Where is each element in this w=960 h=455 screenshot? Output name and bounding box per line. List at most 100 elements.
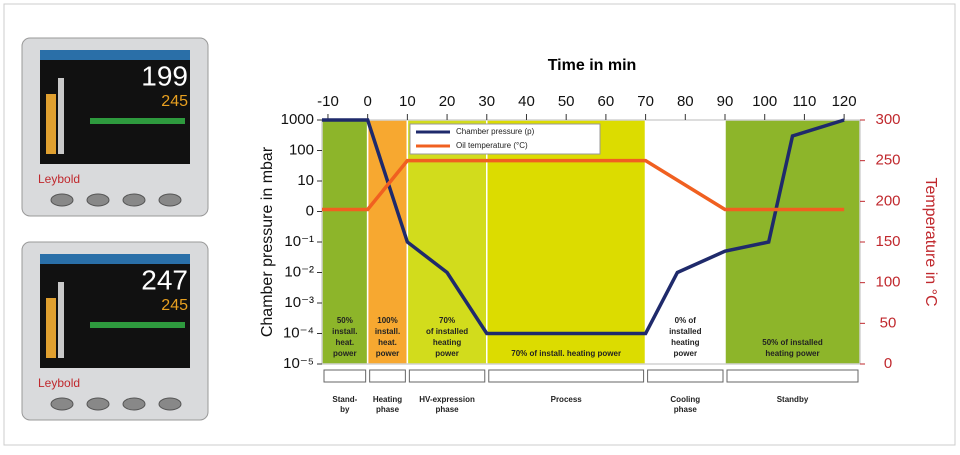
y-tick-label: 1000 xyxy=(281,111,314,128)
screen-header xyxy=(40,254,190,264)
bar-gauge xyxy=(46,298,56,358)
x-tick-label: 50 xyxy=(558,93,575,110)
brand: Leybold xyxy=(38,172,80,186)
device-button xyxy=(50,193,74,207)
x-tick-label: 90 xyxy=(717,93,734,110)
y-tick-label: 0 xyxy=(306,202,314,219)
setpoint: 245 xyxy=(161,297,188,314)
device-button xyxy=(122,397,146,411)
x-tick-label: 120 xyxy=(832,93,857,110)
x-tick-label: 100 xyxy=(752,93,777,110)
y2-tick-label: 300 xyxy=(875,111,900,128)
phase-name: phase xyxy=(436,405,460,414)
x-tick-label: 10 xyxy=(399,93,416,110)
phase-bracket xyxy=(488,369,645,383)
x-tick-label: 110 xyxy=(792,93,816,110)
device-button xyxy=(86,193,110,207)
status-line xyxy=(90,118,185,124)
phase-bracket xyxy=(323,369,367,383)
phase-name: Cooling xyxy=(670,395,700,404)
y2-tick-label: 150 xyxy=(875,233,900,250)
phase-name: Stand- xyxy=(332,395,357,404)
y2-tick-label: 250 xyxy=(875,152,900,169)
x-tick-label: 80 xyxy=(677,93,694,110)
phase-bracket xyxy=(647,369,724,383)
phase-band xyxy=(724,119,861,365)
y-tick-label: 10⁻² xyxy=(284,263,314,280)
brand: Leybold xyxy=(38,376,80,390)
y2-tick-label: 50 xyxy=(880,314,897,331)
phase-power: heating xyxy=(671,338,700,347)
bar-gauge xyxy=(58,282,64,358)
phase-name: Heating xyxy=(373,395,402,404)
phase-power: of installed xyxy=(426,327,468,336)
phase-name: by xyxy=(340,405,350,414)
legend-label: Chamber pressure (p) xyxy=(456,127,535,136)
x-tick-label: 40 xyxy=(518,93,535,110)
y-tick-label: 10⁻³ xyxy=(284,294,314,311)
series-line xyxy=(322,118,845,336)
phase-bracket xyxy=(369,369,406,383)
x-tick-label: 30 xyxy=(478,93,495,110)
y2-tick-label: 0 xyxy=(884,355,892,372)
x-tick-label: 0 xyxy=(363,93,371,110)
phase-name: phase xyxy=(674,405,698,414)
device-button xyxy=(158,397,182,411)
status-line xyxy=(90,322,185,328)
phase-power: install. xyxy=(375,327,400,336)
y-axis-label: Chamber pressure in mbar xyxy=(259,146,276,337)
phase-power: 70% of install. heating power xyxy=(511,349,621,358)
phase-bracket xyxy=(726,369,859,383)
x-tick-label: 20 xyxy=(439,93,456,110)
phase-power: power xyxy=(376,349,400,358)
setpoint: 245 xyxy=(161,93,188,110)
x-tick-label: -10 xyxy=(317,93,339,110)
phase-power: installed xyxy=(669,327,702,336)
series-line xyxy=(322,158,845,212)
screen-header xyxy=(40,50,190,60)
phase-power: 100% xyxy=(377,316,397,325)
device-button xyxy=(158,193,182,207)
phase-power: heating power xyxy=(765,349,819,358)
chart: Time in min Chamber pressure in mbar Tem… xyxy=(259,57,939,414)
x-tick-label: 70 xyxy=(637,93,654,110)
reading: 247 xyxy=(141,264,188,295)
phase-power: power xyxy=(674,349,698,358)
device-screen xyxy=(40,254,190,368)
phase-power: heat. xyxy=(378,338,397,347)
y-tick-label: 10⁻⁵ xyxy=(283,355,314,372)
y-tick-label: 100 xyxy=(289,141,314,158)
phase-power: 70% xyxy=(439,316,455,325)
devices: 199 245 Leybold 247 245 Leybold xyxy=(21,37,209,421)
y2-tick-label: 200 xyxy=(875,192,900,209)
phase-power: 50% xyxy=(337,316,353,325)
y2-axis-label: Temperature in °C xyxy=(922,177,939,306)
y-tick-label: 10⁻⁴ xyxy=(283,324,314,341)
reading: 199 xyxy=(141,60,188,91)
phase-band xyxy=(486,119,647,365)
phase-name: Process xyxy=(551,395,583,404)
phase-name: phase xyxy=(376,405,400,414)
phase-power: 50% of installed xyxy=(762,338,823,347)
y-tick-label: 10⁻¹ xyxy=(284,233,314,250)
y-tick-label: 10 xyxy=(297,172,314,189)
phase-name: HV-expression xyxy=(419,395,475,404)
phase-name: Standby xyxy=(777,395,809,404)
device-button xyxy=(122,193,146,207)
phase-power: install. xyxy=(332,327,357,336)
x-axis-label: Time in min xyxy=(548,57,637,74)
device-button xyxy=(86,397,110,411)
device-button xyxy=(50,397,74,411)
phase-power: heat. xyxy=(335,338,354,347)
bar-gauge xyxy=(46,94,56,154)
y2-tick-label: 100 xyxy=(875,274,900,291)
device-screen xyxy=(40,50,190,164)
phase-power: power xyxy=(435,349,459,358)
phase-power: heating xyxy=(433,338,462,347)
x-tick-label: 60 xyxy=(598,93,615,110)
bar-gauge xyxy=(58,78,64,154)
legend-label: Oil temperature (°C) xyxy=(456,141,528,150)
phase-power: power xyxy=(333,349,357,358)
